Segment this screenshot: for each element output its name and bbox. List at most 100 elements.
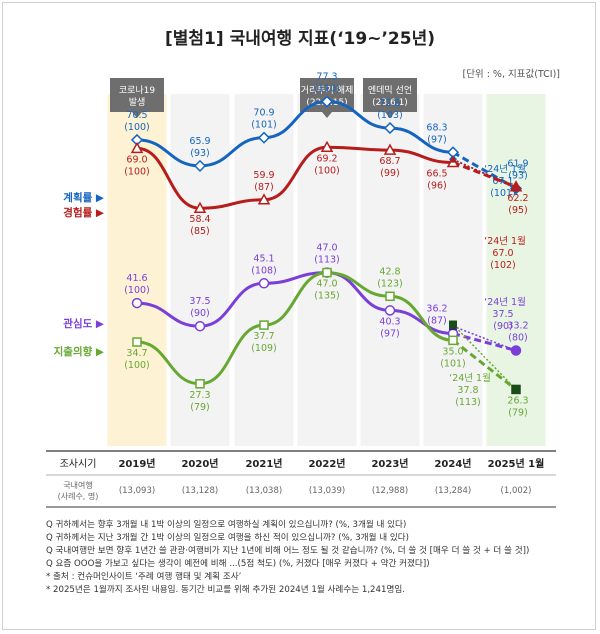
data-label-index: (99) [380, 168, 400, 179]
data-label-value: 26.3 [507, 395, 528, 406]
event-label: 거리두기 해제 [301, 85, 354, 96]
data-label-index: (100) [124, 166, 150, 177]
series-jan24-link-1 [452, 158, 517, 188]
table-year-label: 2023년 [371, 457, 408, 470]
event-box-0 [110, 78, 164, 112]
data-label-value: 36.2 [426, 304, 447, 315]
legend-0: 계획률 ▶ [63, 191, 105, 204]
point-marker [194, 320, 206, 332]
table-year-label: 2024년 [434, 457, 471, 470]
data-label-index: (85) [190, 226, 210, 237]
point-marker [259, 320, 269, 330]
data-label-index: (100) [124, 360, 150, 371]
jan24-index: (102) [490, 260, 516, 271]
data-label-index: (101) [440, 358, 466, 369]
unit-note: [단위 : %, 지표값(TCI)] [462, 69, 560, 80]
footnote-remark: * 2025년은 1월까지 조사된 내용임. 동기간 비교를 위해 추가된 20… [46, 585, 406, 595]
data-label-value: 69.2 [316, 153, 337, 164]
data-label-value: 70.5 [126, 110, 147, 121]
jan24-index: (113) [455, 397, 481, 408]
event-label: 엔데믹 선언 [368, 84, 412, 96]
column-band-2 [234, 94, 294, 446]
point-marker [130, 141, 144, 154]
data-label-index: (123) [377, 278, 403, 289]
point-marker [258, 278, 270, 289]
table-count-label: (13,038) [246, 486, 282, 496]
point-marker [383, 122, 397, 135]
data-label-index: (101) [251, 120, 277, 131]
data-label-value: 37.7 [253, 331, 274, 342]
jan24-label: ‘24년 1월 [484, 296, 526, 308]
jan24-label: ‘24년 1월 [449, 372, 491, 384]
legend-3: 지출의향 ▶ [54, 345, 105, 358]
point-marker [448, 335, 458, 346]
footnote-q1: Q 귀하께서는 향후 3개월 내 1박 이상의 일정으로 여행하실 계획이 있으… [46, 520, 407, 530]
table-year-label: 2019년 [118, 457, 155, 470]
chart-title: [별첨1] 국내여행 지표(‘19~’25년) [165, 29, 435, 49]
data-label-value: 42.8 [379, 266, 400, 277]
data-label-value: 70.9 [253, 108, 274, 119]
data-label-index: (97) [380, 328, 400, 339]
point-marker [257, 131, 271, 144]
data-label-value: 37.5 [189, 296, 210, 307]
legend-1: 경험률 ▶ [63, 206, 105, 219]
table-year-label: 2022년 [308, 457, 345, 470]
point-marker [132, 337, 142, 347]
point-marker [320, 95, 334, 108]
jan24-value: 67.1 [492, 176, 513, 187]
table-count-label: (12,988) [372, 486, 408, 496]
data-label-value: 69.0 [126, 154, 147, 165]
point-marker [510, 345, 522, 356]
data-label-index: (135) [314, 291, 340, 302]
data-label-index: (93) [508, 170, 528, 181]
data-label-value: 77.3 [316, 72, 337, 83]
data-label-index: (93) [190, 148, 210, 159]
table-year-label: 2021년 [245, 457, 282, 470]
point-marker [509, 180, 523, 192]
table-year-label: 2025년 1월 [488, 457, 545, 470]
data-label-value: 68.3 [426, 122, 447, 133]
data-label-index: (87) [427, 316, 447, 327]
data-label-value: 45.1 [253, 253, 274, 264]
table-count-label: (13,128) [182, 486, 218, 496]
event-box-pointer-1 [322, 112, 332, 118]
data-label-index: (113) [314, 255, 340, 266]
series-line-2 [136, 271, 454, 336]
point-marker [257, 193, 271, 205]
data-label-index: (96) [427, 181, 447, 192]
data-label-value: 34.7 [126, 348, 147, 359]
data-label-value: 41.6 [126, 273, 147, 284]
data-label-value: 65.9 [189, 136, 210, 147]
table-count-label: (1,002) [501, 486, 532, 496]
event-label: 발생 [129, 97, 146, 108]
data-label-value: 47.0 [316, 243, 337, 254]
point-marker [511, 384, 521, 395]
footnote-q2: Q 귀하께서는 지난 3개월 간 1박 이상의 일정으로 여행을 하신 적이 있… [46, 533, 410, 543]
data-label-value: 40.3 [379, 316, 400, 327]
data-label-index: (95) [508, 205, 528, 216]
point-marker [384, 305, 396, 316]
table-row-label-count: 국내여행 [63, 480, 92, 490]
point-marker [322, 267, 332, 278]
data-label-index: (100) [124, 122, 150, 133]
jan24-value: 67.0 [492, 248, 513, 259]
data-label-value: 72.6 [379, 98, 400, 109]
data-label-index: (108) [251, 265, 277, 276]
data-label-value: 27.3 [189, 390, 210, 401]
data-label-value: 68.7 [379, 156, 400, 167]
point-marker [131, 297, 143, 309]
footnote-q4: Q 요즘 OOO을 가보고 싶다는 생각이 예전에 비해 ...(5점 척도) … [46, 559, 430, 569]
jan24-label: ‘24년 1월 [484, 235, 526, 247]
point-marker [195, 379, 205, 389]
series-line-0 [136, 100, 454, 168]
jan24-marker [449, 155, 457, 163]
data-label-value: 33.2 [507, 320, 528, 331]
event-box-2 [363, 78, 417, 112]
point-marker [193, 201, 207, 213]
data-label-index: (110) [314, 84, 340, 95]
data-label-index: (79) [508, 407, 528, 418]
series-dashed-3 [452, 339, 517, 391]
table-count-label: (13,284) [435, 486, 471, 496]
jan24-marker [449, 320, 457, 329]
